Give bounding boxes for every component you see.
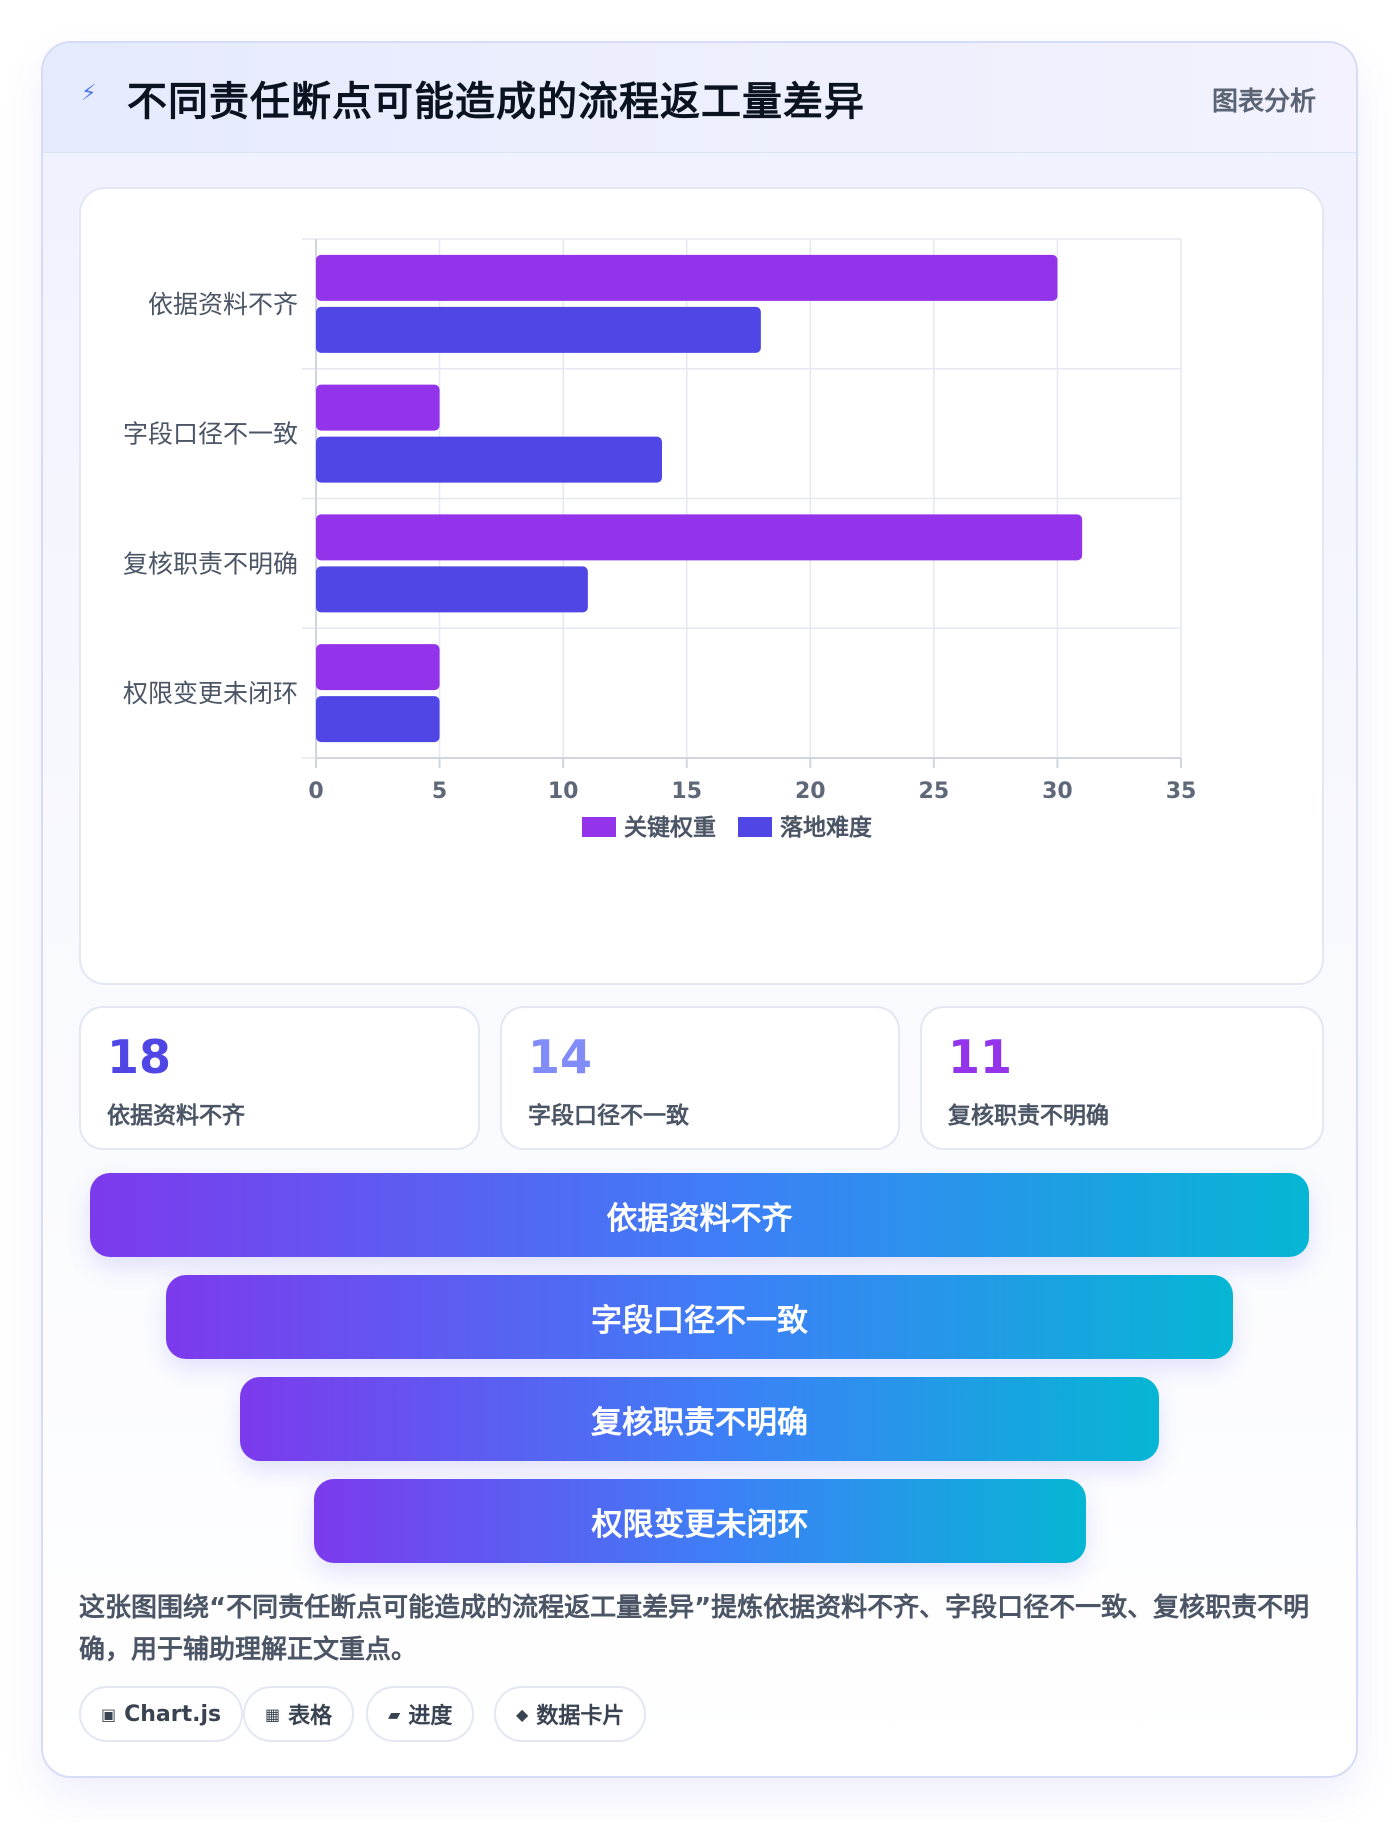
- chip-table[interactable]: ▦ 表格: [243, 1686, 355, 1742]
- category-label: 权限变更未闭环: [123, 679, 298, 708]
- chip-progress[interactable]: ▰ 进度: [366, 1686, 475, 1742]
- bar-weight: [316, 514, 1083, 561]
- chart-description: 这张图围绕“不同责任断点可能造成的流程返工量差异”提炼依据资料不齐、字段口径不一…: [79, 1593, 1310, 1665]
- chip-data-cards[interactable]: ◆ 数据卡片: [494, 1686, 647, 1742]
- bar-difficulty: [316, 436, 662, 483]
- stat-card-2: 14 字段口径不一致: [500, 1006, 900, 1150]
- chip-label: 表格: [288, 1704, 333, 1729]
- funnel-step-1: 依据资料不齐: [90, 1173, 1309, 1257]
- chip-label: 进度: [408, 1704, 453, 1729]
- x-tick-label: 25: [919, 779, 950, 804]
- bar-difficulty: [316, 306, 761, 353]
- stat-card-1: 18 依据资料不齐: [79, 1006, 480, 1150]
- category-label: 复核职责不明确: [123, 549, 298, 578]
- chip-label: 数据卡片: [536, 1704, 625, 1729]
- category-label: 依据资料不齐: [148, 290, 298, 319]
- funnel-step-3: 复核职责不明确: [240, 1377, 1159, 1461]
- page-title: 不同责任断点可能造成的流程返工量差异: [127, 79, 865, 125]
- bar-weight: [316, 384, 440, 431]
- x-tick-label: 35: [1166, 779, 1197, 804]
- funnel-step-4: 权限变更未闭环: [314, 1479, 1086, 1563]
- stat-value: 18: [107, 1030, 172, 1084]
- chart-icon: ▣: [101, 1704, 117, 1724]
- diamond-icon: ◆: [516, 1704, 529, 1724]
- funnel-step-2: 字段口径不一致: [166, 1275, 1233, 1359]
- x-tick-label: 0: [308, 779, 323, 804]
- legend-label: 落地难度: [780, 814, 873, 841]
- stat-value: 11: [948, 1030, 1013, 1084]
- x-tick-label: 5: [432, 779, 447, 804]
- bar-difficulty: [316, 566, 588, 613]
- chip-chartjs[interactable]: ▣ Chart.js: [79, 1686, 244, 1742]
- bar-weight: [316, 644, 440, 691]
- bar-chart-panel: 0 5 10 15 20 25 30 35 依据资料不齐字段口径不一致 复核职责不明确 权限变更未闭…: [79, 187, 1324, 985]
- chart-analysis-tag: 图表分析: [1211, 87, 1316, 117]
- legend-swatch: [738, 817, 772, 837]
- lightning-icon: ⚡: [81, 81, 97, 106]
- bar-chart: 0 5 10 15 20 25 30 35 依据资料不齐字段口径不一致复核职责不明确权限变更未闭…: [123, 238, 1197, 841]
- x-tick-label: 20: [795, 779, 826, 804]
- card-header: ⚡ 不同责任断点可能造成的流程返工量差异 图表分析: [43, 43, 1356, 153]
- legend-swatch: [582, 817, 616, 837]
- chip-label: Chart.js: [124, 1701, 222, 1727]
- x-tick-label: 10: [548, 779, 579, 804]
- stat-card-3: 11 复核职责不明确: [920, 1006, 1324, 1150]
- bar-difficulty: [316, 696, 440, 743]
- stat-label: 字段口径不一致: [528, 1103, 689, 1129]
- bar-weight: [316, 254, 1058, 301]
- legend-label: 关键权重: [624, 814, 716, 841]
- category-label: 字段口径不一致: [123, 420, 298, 449]
- stat-label: 复核职责不明确: [948, 1103, 1109, 1129]
- table-icon: ▦: [265, 1704, 281, 1724]
- stat-label: 依据资料不齐: [107, 1103, 245, 1129]
- progress-icon: ▰: [388, 1704, 401, 1724]
- x-tick-label: 30: [1042, 779, 1073, 804]
- chart-card: ⚡ 不同责任断点可能造成的流程返工量差异 图表分析 0 5 10 15 20 25 30 35…: [41, 41, 1358, 1778]
- x-tick-label: 15: [671, 779, 702, 804]
- stat-value: 14: [528, 1030, 593, 1084]
